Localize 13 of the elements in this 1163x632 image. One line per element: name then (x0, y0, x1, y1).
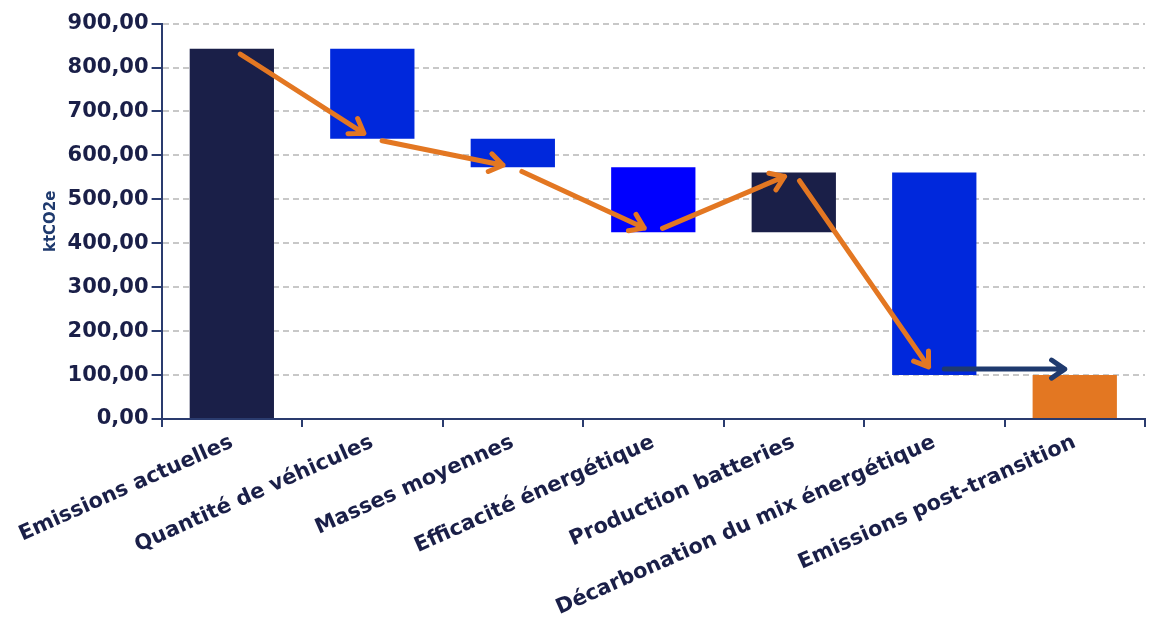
y-tick-label: 700,00 (67, 97, 149, 122)
y-tick-label: 200,00 (67, 317, 149, 342)
y-tick-label: 400,00 (67, 229, 149, 254)
y-tick-label: 900,00 (67, 10, 149, 35)
bar (189, 48, 274, 419)
y-tick-label: 600,00 (67, 141, 149, 166)
y-axis-title: ktCO2e (41, 190, 60, 253)
y-tick-label: 100,00 (67, 361, 149, 386)
y-tick-label: 0,00 (96, 405, 149, 430)
y-tick-label: 800,00 (67, 53, 149, 78)
y-tick-label: 300,00 (67, 273, 149, 298)
bar (1032, 375, 1117, 419)
y-tick-label: 500,00 (67, 185, 149, 210)
